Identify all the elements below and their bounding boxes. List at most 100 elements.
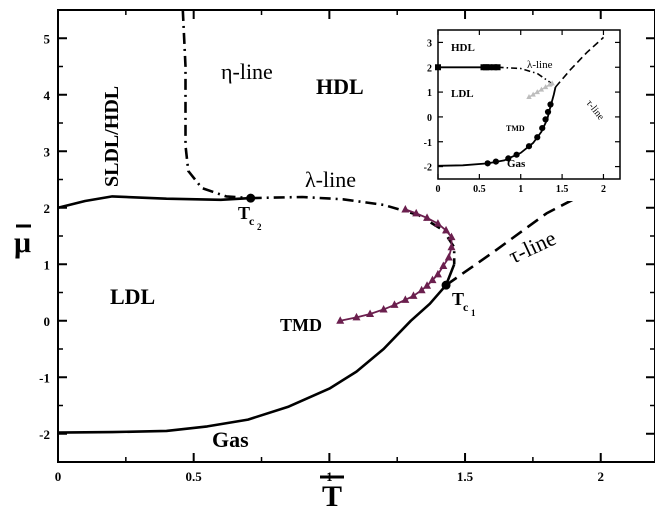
y-axis-title: μ (14, 226, 31, 259)
tmd-triangle-marker (390, 300, 399, 308)
label-sldl-hdl: SLDL/HDL (101, 86, 123, 187)
tmd-triangle-marker (444, 252, 453, 261)
y-tick-label: -1 (39, 370, 50, 385)
main-series (57, 9, 575, 434)
series-line-line (250, 195, 456, 265)
inset-tmd-triangle-marker (542, 84, 549, 90)
y-tick-label: 0 (44, 314, 51, 329)
inset-label-ldl: LDL (451, 88, 474, 100)
tmd-triangle-marker (412, 208, 421, 217)
inset-gas-circle-marker (547, 101, 554, 108)
x-axis-title: T (322, 480, 342, 511)
inset-y-tick-label: 3 (427, 38, 432, 49)
tmd-triangle-marker (442, 225, 451, 234)
inset-ldl-hdl-square-marker (494, 64, 501, 71)
inset-ldl-hdl-square-marker (435, 64, 441, 71)
tmd-triangle-marker (423, 281, 432, 289)
inset-x-tick-label: 0 (436, 184, 441, 195)
label-tmd: TMD (280, 315, 322, 335)
inset-y-tick-label: 1 (427, 88, 432, 99)
inset-gas-circle-marker (484, 160, 491, 167)
inset-gas-circle-marker (539, 124, 546, 132)
main-axes: 0 0.5 1 1.5 2 -2 -1 0 1 2 3 4 5 (39, 9, 655, 484)
inset-y-tick-label: -1 (424, 138, 432, 149)
inset-gas-circle-marker (534, 134, 541, 141)
tmd-triangle-marker (379, 304, 388, 313)
inset-tmd-triangle-marker (530, 91, 536, 97)
tmd-triangle-marker (401, 204, 410, 213)
tmd-triangle-marker (428, 275, 437, 284)
inset-x-tick-label: 0.5 (473, 184, 486, 195)
label-ldl: LDL (110, 284, 155, 309)
y-tick-label: -2 (39, 427, 50, 442)
inset-tmd-triangle-marker (538, 86, 545, 92)
x-tick-label: 0.5 (186, 469, 203, 484)
y-tick-label: 3 (44, 144, 51, 159)
inset-ldl-hdl-square-marker (491, 64, 498, 71)
label-gas: Gas (212, 427, 249, 452)
label-tc1: T (452, 289, 464, 309)
tmd-triangle-marker (366, 309, 375, 317)
series-line-gas-coexistence (57, 263, 456, 434)
inset-x-tick-label: 1 (518, 184, 523, 195)
label-tc2-sub: c (249, 214, 255, 228)
critical-point-marker-1 (246, 193, 256, 203)
inset-y-tick-label: 2 (427, 63, 432, 74)
y-tick-label: 2 (44, 201, 51, 216)
inset-gas-circle-marker (505, 155, 512, 162)
label-tau-line: τ-line (505, 225, 560, 268)
inset-gas-circle-marker (544, 108, 552, 116)
tmd-triangle-marker (417, 285, 426, 294)
inset-label-gas: Gas (507, 158, 526, 170)
label-tc1-subsub: 1 (471, 308, 476, 318)
tmd-triangle-marker (401, 295, 410, 303)
inset-x-tick-label: 2 (601, 184, 606, 195)
tmd-triangle-marker (423, 213, 432, 221)
label-hdl: HDL (316, 74, 364, 99)
inset-frame (437, 29, 621, 180)
inset-tmd-triangle-marker (534, 89, 540, 95)
critical-point-marker-2 (441, 280, 451, 290)
label-tc2-subsub: 2 (257, 222, 262, 232)
inset-gas-circle-marker (492, 158, 500, 165)
y-tick-label: 1 (44, 257, 51, 272)
inset-label-hdl: HDL (451, 42, 475, 54)
inset-background (410, 22, 628, 201)
inset-tmd-triangle-marker (549, 80, 555, 86)
tmd-triangle-marker (409, 291, 418, 299)
y-tick-label: 4 (44, 88, 51, 103)
x-tick-label: 0 (55, 469, 62, 484)
tmd-triangle-marker (433, 219, 442, 227)
tmd-triangle-marker (447, 232, 456, 241)
label-lambda-line: λ-line (305, 167, 356, 192)
tmd-triangle-marker (447, 242, 456, 251)
series-line-ldl-hdl-coexistence (57, 195, 251, 210)
tmd-triangle-marker (352, 312, 361, 321)
axis-titles: T μ (14, 224, 344, 511)
inset-gas-circle-marker (542, 116, 549, 123)
series-line-line (445, 198, 575, 287)
label-tc1-sub: c (463, 300, 469, 314)
inset-y-tick-label: 0 (427, 113, 432, 124)
y-tick-label: 5 (44, 31, 51, 46)
inset-ldl-hdl-square-marker (486, 64, 493, 71)
inset-tau-line (554, 36, 605, 88)
x-tick-label: 1.5 (457, 469, 474, 484)
inset-x-tick-label: 1.5 (556, 184, 569, 195)
tmd-triangle-marker (336, 316, 345, 324)
inset-label-tmd: TMD (506, 124, 525, 133)
inset-label-lambda-line: λ-line (527, 59, 553, 71)
label-eta-line: η-line (221, 59, 273, 84)
label-tc2: T (238, 203, 250, 223)
inset-gas-circle-marker (513, 151, 520, 158)
inset-tmd-triangle-marker (526, 94, 532, 100)
series-line-line (181, 9, 251, 200)
tmd-triangle-marker (433, 269, 442, 278)
inset-gas-circle-marker (525, 143, 533, 150)
tmd-triangle-marker (439, 261, 448, 269)
x-tick-label: 2 (597, 469, 604, 484)
inset-y-tick-label: -2 (424, 163, 432, 174)
inset-ldl-hdl-square-marker (482, 64, 489, 71)
